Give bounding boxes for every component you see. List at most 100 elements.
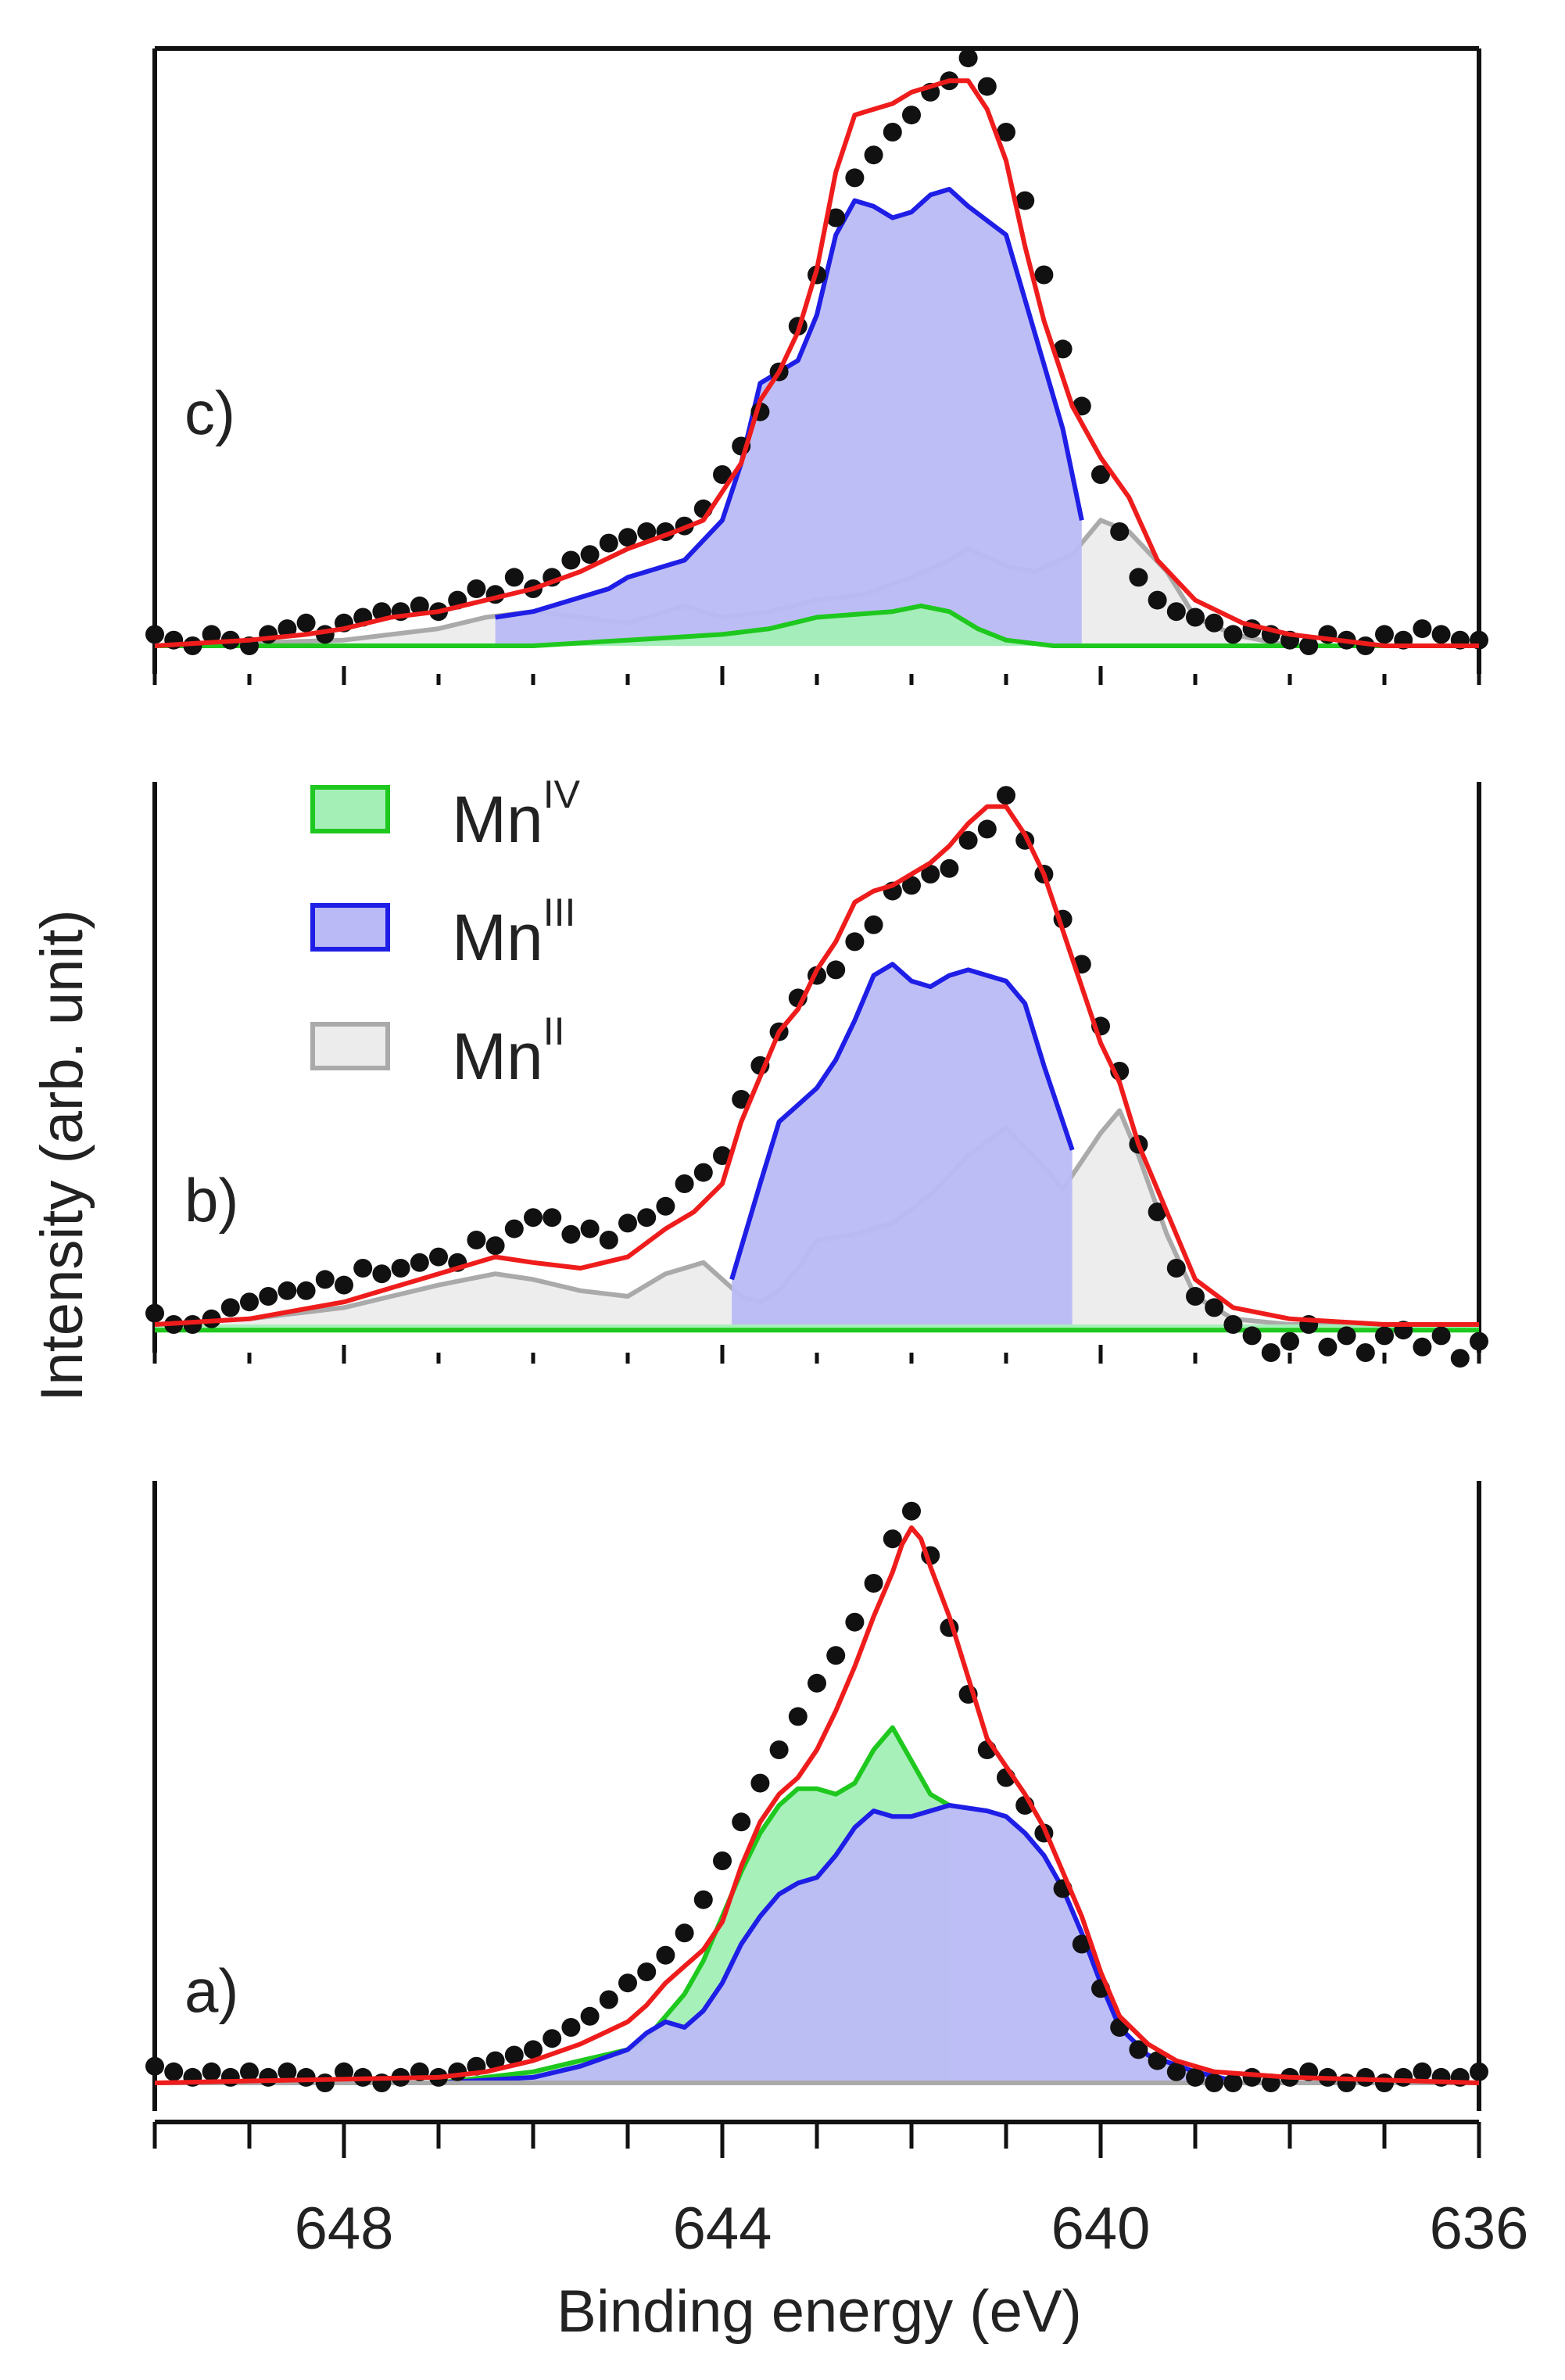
component-line-mn-iv — [155, 603, 1479, 648]
data-point — [1261, 1343, 1280, 1362]
x-tick-label: 644 — [673, 2195, 772, 2262]
data-point — [599, 1231, 618, 1249]
data-point — [1242, 1326, 1262, 1346]
data-point — [1223, 1315, 1243, 1334]
data-point — [788, 1707, 808, 1726]
data-point — [826, 960, 846, 980]
data-point — [713, 1851, 732, 1870]
data-point — [561, 2018, 581, 2037]
data-point — [921, 865, 940, 884]
data-point — [1413, 619, 1432, 639]
data-point — [1110, 522, 1130, 541]
data-point — [580, 1219, 600, 1238]
data-point — [1413, 1337, 1432, 1357]
data-point — [278, 1281, 297, 1300]
data-point — [1394, 2067, 1413, 2087]
data-point — [448, 2062, 467, 2081]
legend-label-mn-iv: MnIV — [452, 772, 581, 856]
x-axis-label: Binding energy (eV) — [557, 2278, 1082, 2345]
data-point — [259, 2067, 278, 2087]
component-line-mn-iii — [495, 187, 1084, 620]
panel-label: a) — [184, 1956, 238, 2025]
data-point — [504, 1219, 524, 1238]
data-point — [732, 1090, 751, 1109]
data-point — [410, 1253, 429, 1272]
data-point — [1166, 602, 1186, 622]
data-point — [618, 1973, 637, 1993]
data-point — [864, 145, 883, 165]
data-point — [958, 48, 978, 68]
x-tick-label: 636 — [1430, 2195, 1529, 2262]
data-point — [826, 208, 846, 228]
data-point — [883, 1529, 902, 1549]
panel-label: c) — [184, 378, 235, 447]
data-point — [1072, 1934, 1091, 1954]
data-point — [1337, 1326, 1356, 1346]
data-point — [524, 1208, 543, 1228]
data-point — [845, 168, 865, 188]
data-point — [1470, 2062, 1488, 2081]
data-point — [769, 1740, 789, 1759]
data-point — [145, 625, 164, 644]
panel-label: b) — [184, 1166, 238, 1235]
data-point — [467, 579, 486, 598]
data-point — [732, 1812, 751, 1832]
y-axis-label: Intensity (arb. unit) — [29, 909, 95, 1401]
data-point — [543, 2029, 562, 2048]
data-point — [1375, 625, 1394, 644]
data-point — [1148, 1203, 1167, 1221]
panel-a: 648 644 640 636 a) — [145, 1481, 1528, 2262]
component-area-mn-iii — [495, 189, 1082, 646]
data-point — [618, 528, 637, 547]
data-point — [1034, 265, 1054, 285]
data-point — [656, 1196, 675, 1216]
data-point — [145, 1303, 164, 1323]
data-point — [1431, 1326, 1451, 1346]
data-point — [220, 2067, 240, 2087]
data-point — [504, 2045, 524, 2065]
legend: MnIV MnIII MnII — [310, 772, 581, 1093]
data-point — [240, 1292, 259, 1312]
legend-label-mn-iii: MnIII — [452, 891, 575, 974]
data-point — [391, 1259, 410, 1278]
data-point — [1450, 1349, 1470, 1368]
data-point — [1015, 191, 1035, 210]
data-point — [599, 1990, 618, 2009]
data-point — [1186, 1287, 1205, 1306]
component-area-mn-iii — [732, 964, 1073, 1324]
legend-swatch-mn-iv — [310, 785, 390, 833]
data-point — [485, 2051, 505, 2070]
data-point — [940, 858, 959, 878]
fit-line — [154, 1525, 1480, 2085]
data-point — [1129, 568, 1148, 587]
component-line-mn-iv — [155, 1725, 951, 2085]
data-point — [845, 932, 865, 952]
data-point — [1091, 465, 1110, 484]
data-point — [958, 830, 978, 850]
data-point — [1166, 1259, 1186, 1278]
data-point — [1148, 590, 1167, 610]
data-point — [580, 545, 600, 565]
data-point — [864, 1574, 883, 1593]
component-line-mn-iii — [155, 1803, 1479, 2085]
component-line-mn-iii — [729, 962, 1075, 1281]
data-point — [1148, 2051, 1167, 2070]
data-point — [902, 1501, 921, 1521]
legend-label-mn-ii: MnII — [452, 1009, 565, 1093]
data-point — [637, 522, 657, 541]
data-point — [1205, 1298, 1224, 1317]
data-point — [485, 1236, 505, 1256]
data-point — [164, 2062, 184, 2081]
data-point — [1186, 608, 1205, 627]
data-point — [202, 625, 221, 644]
data-point — [808, 1673, 826, 1693]
data-point — [1223, 2074, 1243, 2092]
data-point — [1337, 2074, 1356, 2092]
data-point — [580, 2006, 600, 2026]
data-point — [1129, 2040, 1148, 2059]
data-point — [240, 2062, 259, 2081]
data-point — [864, 915, 883, 934]
data-point — [902, 876, 921, 895]
data-point — [335, 2062, 353, 2081]
